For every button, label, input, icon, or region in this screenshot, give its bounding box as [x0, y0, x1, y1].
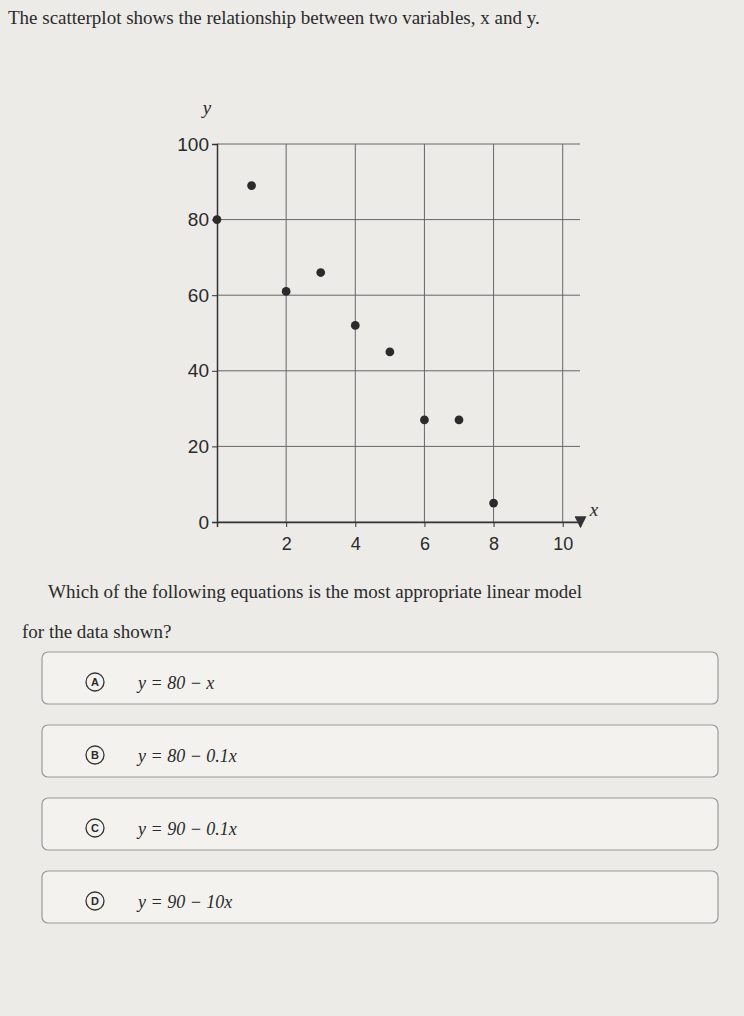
choice-letter-circle — [86, 892, 104, 910]
choice[interactable]: Dy = 90 − 10x — [42, 871, 718, 923]
choice-letter: A — [91, 676, 99, 688]
x-tick: 2 — [282, 522, 292, 554]
y-tick: 40 — [188, 360, 217, 381]
y-axis-title: y — [201, 97, 212, 118]
x-tick-mark — [563, 522, 564, 527]
x-tick-label: 4 — [351, 534, 361, 554]
choice-box[interactable] — [42, 725, 718, 777]
x-tick-label: 8 — [489, 534, 499, 554]
choice-text: y = 80 − x — [136, 673, 214, 693]
x-grid-line — [424, 144, 425, 522]
y-tick-mark — [212, 522, 217, 523]
choice-letter: C — [91, 822, 99, 834]
choice-box[interactable] — [42, 798, 718, 850]
x-tick-label: 6 — [420, 534, 430, 554]
y-tick: 20 — [188, 436, 217, 457]
y-tick-mark — [212, 371, 217, 372]
prompt-line: Which of the following equations is the … — [48, 581, 582, 602]
intro-text: The scatterplot shows the relationship b… — [8, 7, 540, 28]
grid — [217, 144, 580, 522]
choice-text: y = 90 − 0.1x — [136, 819, 237, 839]
point — [316, 268, 325, 277]
y-grid-line — [217, 446, 580, 447]
choice[interactable]: By = 80 − 0.1x — [42, 725, 718, 777]
choice[interactable]: Ay = 80 − x — [42, 652, 718, 704]
x-tick: 4 — [351, 522, 361, 554]
prompt-line: for the data shown? — [22, 621, 171, 642]
x-tick: 8 — [489, 522, 499, 554]
choice-letter-circle — [86, 746, 104, 764]
y-tick-mark — [212, 144, 217, 145]
y-tick: 0 — [198, 512, 217, 533]
choice-letter-circle — [86, 673, 104, 691]
point — [455, 416, 464, 425]
y-tick-mark — [212, 446, 217, 447]
choice-letter: B — [91, 749, 99, 761]
x-axis-line — [218, 523, 581, 528]
point — [489, 499, 498, 508]
y-grid-line — [217, 219, 580, 220]
choice-box[interactable] — [42, 871, 718, 923]
choice-text: y = 80 − 0.1x — [136, 746, 237, 766]
x-tick-mark — [494, 522, 495, 527]
point — [385, 348, 394, 357]
choice[interactable]: Cy = 90 − 0.1x — [42, 798, 718, 850]
y-tick-label: 80 — [188, 209, 209, 230]
y-tick: 60 — [188, 285, 217, 306]
y-grid-line — [217, 295, 580, 296]
y-tick-label: 100 — [177, 134, 209, 155]
choice-letter-circle — [86, 819, 104, 837]
x-tick: 6 — [420, 522, 430, 554]
x-grid-line — [286, 144, 287, 522]
y-tick-label: 20 — [188, 436, 209, 457]
x-tick-mark — [424, 522, 425, 527]
y-tick-mark — [212, 295, 217, 296]
x-tick-mark — [286, 522, 287, 527]
y-grid-line — [217, 144, 580, 145]
points — [213, 181, 498, 507]
y-tick: 100 — [177, 134, 217, 155]
y-grid-line — [217, 370, 580, 371]
y-tick-label: 40 — [188, 360, 209, 381]
y-tick-label: 60 — [188, 285, 209, 306]
point — [247, 181, 256, 190]
x-tick-label: 10 — [553, 534, 573, 554]
point — [351, 321, 360, 330]
choice-box[interactable] — [42, 652, 718, 704]
x-grid-line — [493, 144, 494, 522]
y-axis-line — [212, 145, 218, 523]
y-axis: 0 20 40 60 80 100 — [177, 134, 217, 533]
x-tick-label: 2 — [282, 534, 292, 554]
x-tick: 10 — [553, 522, 573, 554]
page: The scatterplot shows the relationship b… — [0, 0, 744, 1016]
choice-text: y = 90 − 10x — [136, 892, 232, 912]
x-tick-mark — [355, 522, 356, 527]
y-tick-label: 0 — [198, 512, 209, 533]
x-axis: 2 4 6 8 10 — [218, 522, 581, 554]
point — [420, 416, 429, 425]
point — [282, 287, 291, 296]
x-axis-title: x — [589, 499, 599, 520]
x-grid-line — [355, 144, 356, 522]
point — [213, 215, 222, 224]
y-tick: 80 — [188, 209, 217, 230]
choice-letter: D — [91, 895, 99, 907]
x-grid-line — [562, 144, 563, 522]
